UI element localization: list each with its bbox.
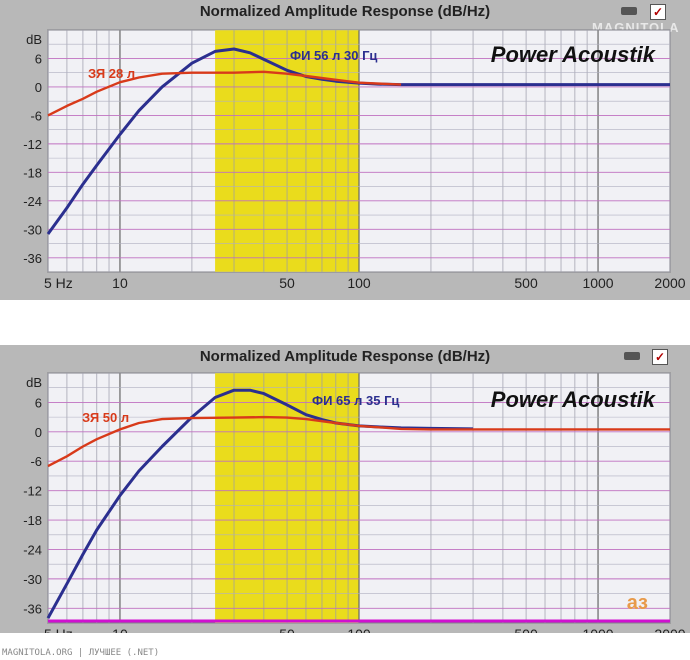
y-tick-label: -30 (23, 222, 42, 237)
x-tick-label: 2000 (654, 275, 685, 291)
y-tick-label: -18 (23, 513, 42, 528)
y-tick-label: 6 (35, 395, 42, 410)
x-tick-label: 100 (347, 626, 371, 633)
x-tick-label: 10 (112, 626, 128, 633)
printer-icon[interactable] (624, 352, 640, 360)
x-tick-label: 10 (112, 275, 128, 291)
printer-icon[interactable] (621, 7, 637, 15)
brand-label: Power Acoustik (491, 42, 657, 67)
x-tick-label: 1000 (582, 626, 613, 633)
series-line-sealed (47, 70, 402, 117)
x-tick-label: 2000 (654, 626, 685, 633)
y-tick-label: -36 (23, 601, 42, 616)
footer-text: MAGNITOLA.ORG | ЛУЧШЕЕ (.NET) (2, 648, 160, 658)
x-tick-label: 500 (514, 275, 538, 291)
x-tick-label: 500 (514, 626, 538, 633)
y-tick-label: -12 (23, 484, 42, 499)
series-line-vented (46, 47, 670, 235)
x-tick-label: 50 (279, 275, 295, 291)
x-tick-label: 100 (347, 275, 371, 291)
y-tick-label: -12 (23, 137, 42, 152)
y-tick-label: 6 (35, 51, 42, 66)
chart-panel-top: Normalized Amplitude Response (dB/Hz) ✓ … (0, 0, 690, 300)
x-tick-label: 5 Hz (44, 275, 73, 291)
y-axis-label: dB (26, 375, 42, 390)
y-tick-label: -6 (30, 108, 42, 123)
y-tick-label: -18 (23, 165, 42, 180)
x-tick-label: 1000 (582, 275, 613, 291)
chart-svg: dB 6 0 -6 -12 -18 -24 -30 -365 Hz 10 50 100 500 1000 2… (23, 29, 686, 291)
y-tick-label: -36 (23, 251, 42, 266)
y-tick-label: 0 (35, 80, 42, 95)
close-check-icon[interactable]: ✓ (652, 349, 668, 365)
chart-title: Normalized Amplitude Response (dB/Hz) (199, 348, 491, 365)
y-tick-label: -30 (23, 572, 42, 587)
chart-panel-bottom: Normalized Amplitude Response (dB/Hz) ✓ … (0, 345, 690, 633)
brand-label: Power Acoustik (491, 387, 657, 412)
x-tick-label: 50 (279, 626, 295, 633)
y-tick-label: -24 (23, 542, 42, 557)
series-label: ЗЯ 28 л (88, 66, 135, 81)
series-label: ФИ 56 л 30 Гц (290, 48, 377, 63)
close-check-icon[interactable]: ✓ (650, 4, 666, 20)
y-tick-label: -24 (23, 194, 42, 209)
corner-mark: аз (627, 592, 648, 614)
chart-svg: dB 6 0 -6 -12 -18 -24 -30 -36 5 Hz 10 50 100 500 1000 2… (23, 372, 686, 633)
series-label: ЗЯ 50 л (82, 410, 129, 425)
chart-title: Normalized Amplitude Response (dB/Hz) (199, 3, 491, 20)
y-tick-label: 0 (35, 425, 42, 440)
y-tick-label: -6 (30, 454, 42, 469)
series-label: ФИ 65 л 35 Гц (312, 393, 399, 408)
x-tick-label: 5 Hz (44, 626, 73, 633)
series-line-sealed (47, 415, 670, 468)
y-axis-label: dB (26, 32, 42, 47)
